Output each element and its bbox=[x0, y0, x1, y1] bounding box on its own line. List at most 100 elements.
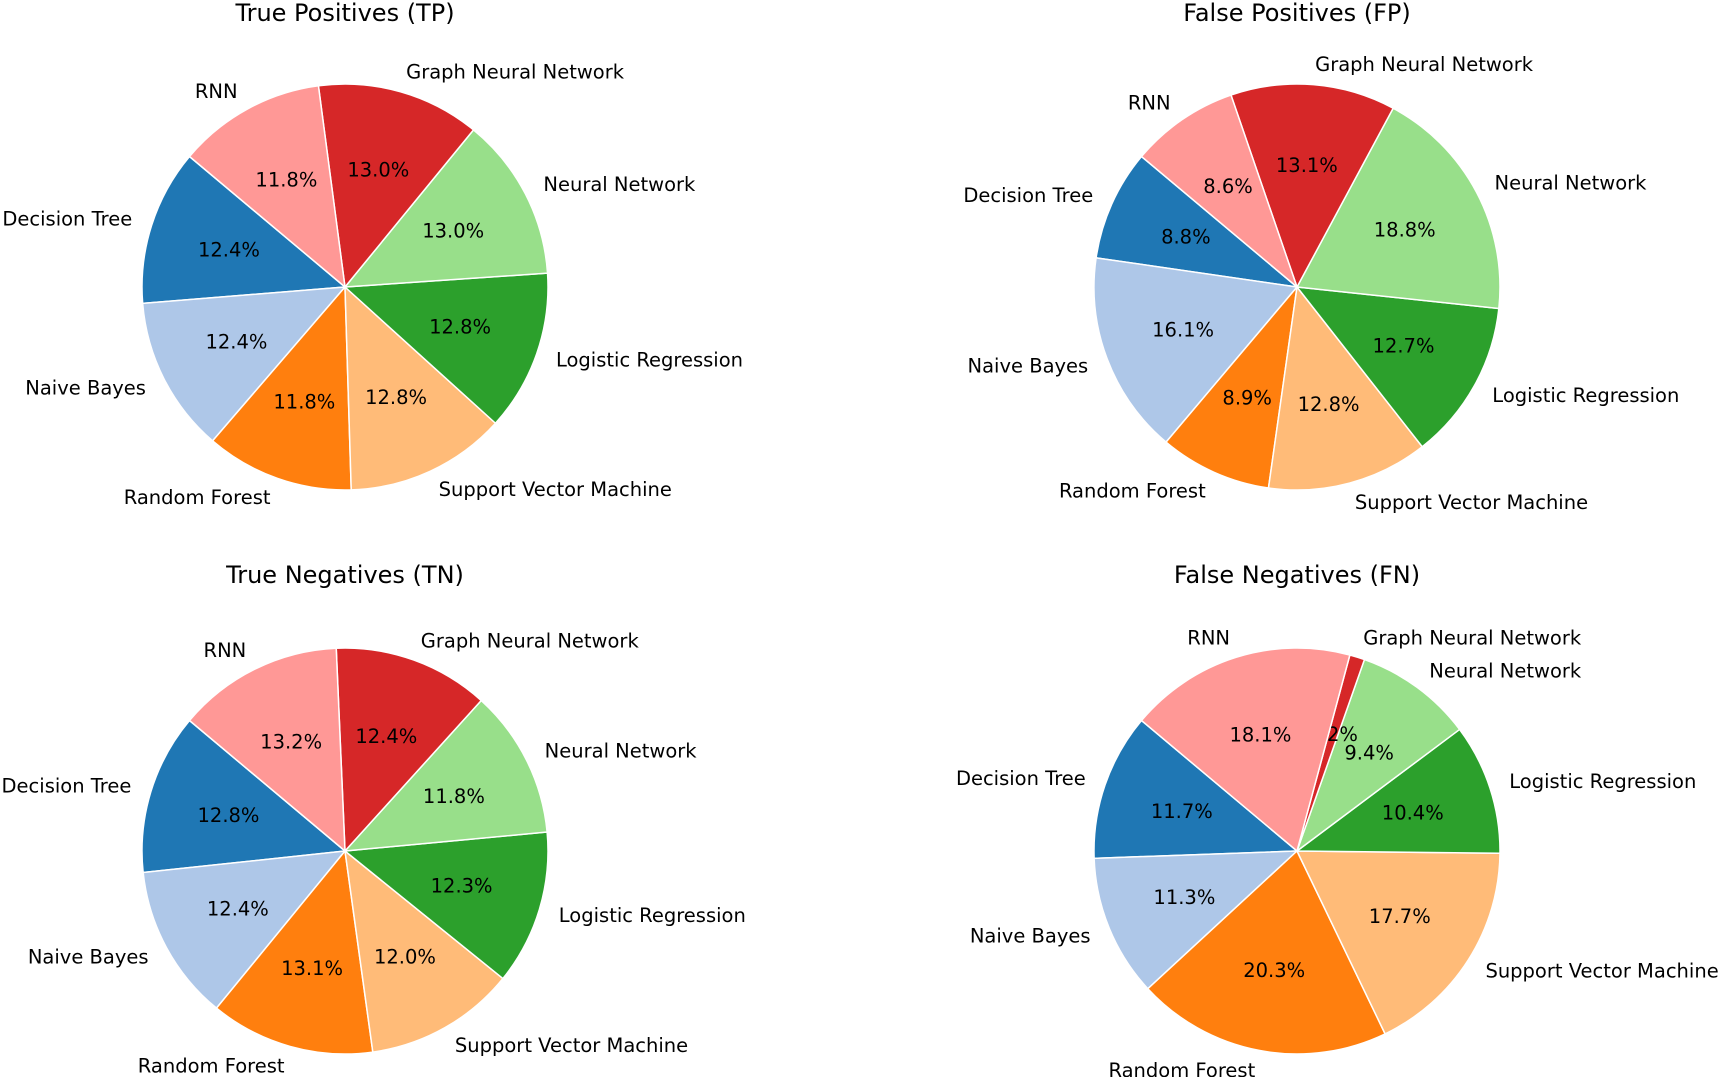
slice-label-decision-tree: Decision Tree bbox=[2, 208, 132, 231]
pie-slice-rnn bbox=[1140, 94, 1298, 288]
chart-title: False Positives (FP) bbox=[1183, 0, 1411, 27]
slice-percent-naive-bayes: 11.3% bbox=[1153, 886, 1215, 909]
pie-slice-graph-neural-network bbox=[1230, 83, 1394, 288]
pie-chart-true-positives-tp: True Positives (TP) Decision Tree 12.4% Nai… bbox=[2, 0, 743, 509]
pie-slice-neural-network bbox=[1296, 658, 1461, 852]
pie-slice-logistic-regression bbox=[344, 272, 549, 424]
slice-percent-random-forest: 8.9% bbox=[1222, 387, 1272, 410]
slice-label-rnn: RNN bbox=[1187, 626, 1230, 649]
slice-label-logistic-regression: Logistic Regression bbox=[556, 349, 743, 372]
slice-percent-naive-bayes: 16.1% bbox=[1152, 319, 1214, 342]
pie-slice-naive-bayes bbox=[142, 850, 346, 1009]
pie-slice-naive-bayes bbox=[1093, 850, 1298, 990]
pie-slice-support-vector-machine bbox=[1296, 850, 1501, 1035]
slice-label-neural-network: Neural Network bbox=[545, 740, 698, 763]
pie-slice-naive-bayes bbox=[141, 286, 346, 442]
pie-slice-logistic-regression bbox=[1296, 728, 1501, 854]
chart-title: True Negatives (TN) bbox=[225, 561, 464, 589]
slice-label-logistic-regression: Logistic Regression bbox=[559, 904, 746, 927]
slice-label-naive-bayes: Naive Bayes bbox=[970, 925, 1091, 948]
pie-chart-false-positives-fp: False Positives (FP) Decision Tree 8.8% Nai… bbox=[963, 0, 1679, 514]
pie-slice-decision-tree bbox=[141, 155, 346, 305]
slice-label-rnn: RNN bbox=[204, 639, 247, 662]
slice-percent-neural-network: 18.8% bbox=[1374, 219, 1436, 242]
slice-percent-random-forest: 13.1% bbox=[281, 957, 343, 980]
chart-title: True Positives (TP) bbox=[234, 0, 454, 27]
slice-percent-naive-bayes: 12.4% bbox=[205, 331, 267, 354]
slice-percent-neural-network: 13.0% bbox=[422, 220, 484, 243]
slice-percent-logistic-regression: 12.3% bbox=[431, 875, 493, 898]
slice-percent-support-vector-machine: 12.8% bbox=[1298, 393, 1360, 416]
slice-percent-support-vector-machine: 12.0% bbox=[374, 946, 436, 969]
slice-label-neural-network: Neural Network bbox=[543, 173, 696, 196]
slice-label-support-vector-machine: Support Vector Machine bbox=[1485, 959, 1718, 982]
pie-slice-decision-tree bbox=[141, 719, 346, 874]
pie-slice-neural-network bbox=[344, 699, 548, 852]
slice-label-graph-neural-network: Graph Neural Network bbox=[1363, 626, 1582, 649]
pie-slice-random-forest bbox=[215, 850, 374, 1055]
slice-percent-decision-tree: 8.8% bbox=[1161, 226, 1211, 249]
slice-label-neural-network: Neural Network bbox=[1429, 660, 1582, 683]
slice-label-naive-bayes: Naive Bayes bbox=[28, 946, 149, 969]
pie-slice-graph-neural-network bbox=[335, 647, 482, 852]
pie-chart-false-negatives-fn: False Negatives (FN) Decision Tree 11.7% Na… bbox=[956, 561, 1719, 1077]
slice-label-random-forest: Random Forest bbox=[124, 486, 271, 509]
slice-percent-graph-neural-network: 13.1% bbox=[1276, 154, 1338, 177]
pie-slice-neural-network bbox=[344, 129, 549, 288]
slice-label-logistic-regression: Logistic Regression bbox=[1492, 384, 1679, 407]
slice-label-rnn: RNN bbox=[195, 80, 238, 103]
pie-slice-logistic-regression bbox=[344, 831, 549, 980]
pie-slice-rnn bbox=[188, 647, 346, 852]
slice-label-neural-network: Neural Network bbox=[1495, 171, 1648, 194]
pie-slice-rnn bbox=[1140, 647, 1351, 852]
slice-percent-neural-network: 9.4% bbox=[1344, 741, 1394, 764]
slice-label-graph-neural-network: Graph Neural Network bbox=[406, 61, 625, 84]
slice-percent-logistic-regression: 10.4% bbox=[1382, 802, 1444, 825]
pie-slice-random-forest bbox=[1165, 286, 1298, 489]
slice-label-logistic-regression: Logistic Regression bbox=[1509, 770, 1696, 793]
slice-label-random-forest: Random Forest bbox=[1059, 479, 1206, 502]
slice-label-decision-tree: Decision Tree bbox=[956, 767, 1086, 790]
pie-chart-true-negatives-tn: True Negatives (TN) Decision Tree 12.8% Nai… bbox=[2, 561, 746, 1077]
slice-label-support-vector-machine: Support Vector Machine bbox=[1355, 491, 1588, 514]
slice-label-support-vector-machine: Support Vector Machine bbox=[439, 478, 672, 501]
pie-slice-random-forest bbox=[211, 286, 352, 491]
slice-label-decision-tree: Decision Tree bbox=[963, 184, 1093, 207]
pie-slice-logistic-regression bbox=[1296, 286, 1500, 448]
pie-slice-rnn bbox=[188, 85, 346, 288]
slice-percent-rnn: 11.8% bbox=[255, 169, 317, 192]
slice-label-random-forest: Random Forest bbox=[138, 1054, 285, 1077]
slice-percent-decision-tree: 12.8% bbox=[198, 804, 260, 827]
chart-title: False Negatives (FN) bbox=[1174, 561, 1420, 589]
slice-percent-support-vector-machine: 12.8% bbox=[365, 386, 427, 409]
pie-slice-decision-tree bbox=[1093, 719, 1298, 860]
slice-percent-graph-neural-network: 13.0% bbox=[347, 158, 409, 181]
pie-slice-support-vector-machine bbox=[1267, 286, 1423, 491]
pie-slice-support-vector-machine bbox=[344, 286, 497, 491]
slice-percent-rnn: 18.1% bbox=[1229, 723, 1291, 746]
slice-percent-graph-neural-network: 12.4% bbox=[355, 725, 417, 748]
slice-label-naive-bayes: Naive Bayes bbox=[25, 377, 146, 400]
slice-percent-naive-bayes: 12.4% bbox=[207, 897, 269, 920]
slice-percent-random-forest: 11.8% bbox=[273, 390, 335, 413]
slice-label-rnn: RNN bbox=[1128, 91, 1171, 114]
pie-slice-naive-bayes bbox=[1093, 257, 1298, 443]
slice-label-naive-bayes: Naive Bayes bbox=[968, 355, 1089, 378]
slice-percent-support-vector-machine: 17.7% bbox=[1369, 905, 1431, 928]
slice-percent-rnn: 13.2% bbox=[260, 730, 322, 753]
slice-label-random-forest: Random Forest bbox=[1108, 1059, 1255, 1077]
pie-slice-support-vector-machine bbox=[344, 850, 504, 1053]
slice-label-support-vector-machine: Support Vector Machine bbox=[455, 1034, 688, 1057]
slice-percent-rnn: 8.6% bbox=[1203, 175, 1253, 198]
slice-percent-logistic-regression: 12.7% bbox=[1373, 335, 1435, 358]
pie-slice-graph-neural-network bbox=[317, 83, 475, 288]
pie-slice-neural-network bbox=[1296, 107, 1501, 310]
pie-slice-decision-tree bbox=[1095, 155, 1298, 288]
slice-label-graph-neural-network: Graph Neural Network bbox=[1315, 53, 1534, 76]
pie-slice-random-forest bbox=[1147, 850, 1386, 1055]
slice-percent-logistic-regression: 12.8% bbox=[429, 315, 491, 338]
slice-percent-neural-network: 11.8% bbox=[423, 785, 485, 808]
slice-percent-random-forest: 20.3% bbox=[1243, 959, 1305, 982]
slice-percent-decision-tree: 11.7% bbox=[1151, 800, 1213, 823]
